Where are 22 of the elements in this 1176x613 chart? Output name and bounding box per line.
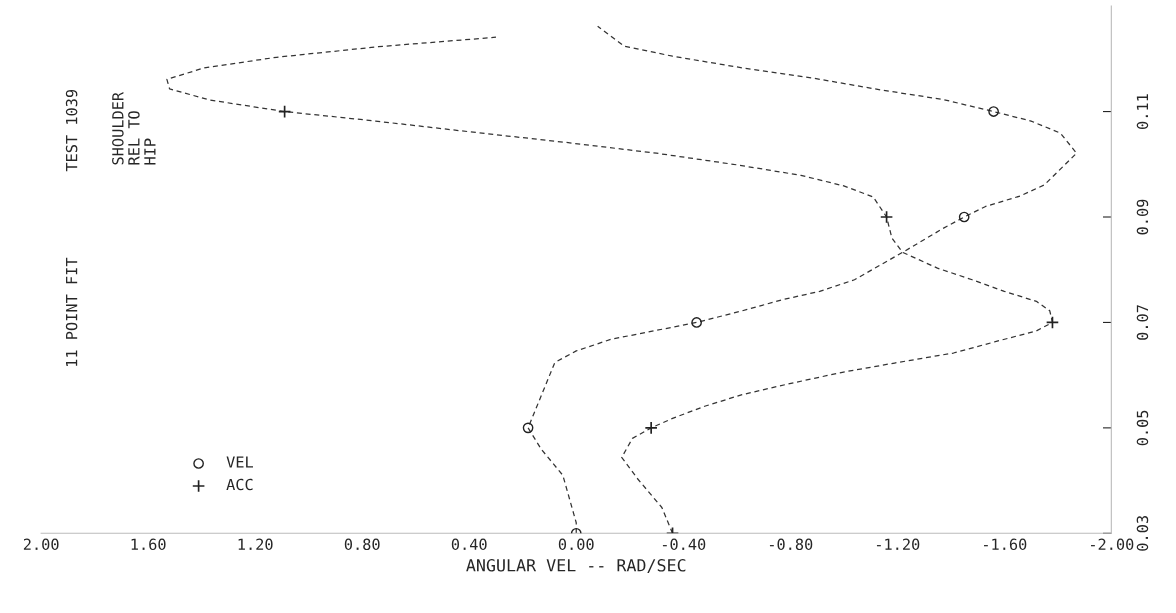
annotation: TEST 1039 <box>65 89 78 172</box>
x-tick-label: -0.40 <box>662 538 706 551</box>
x-tick-label: 1.60 <box>131 538 166 551</box>
x-axis-title: ANGULAR VEL -- RAD/SEC <box>466 558 686 573</box>
x-tick-label: -1.20 <box>876 538 920 551</box>
x-tick-label: 2.00 <box>23 538 59 551</box>
x-tick-label: 0.80 <box>344 538 380 551</box>
x-tick-label: -2.00 <box>1090 538 1134 551</box>
x-tick-label: -0.80 <box>769 538 813 551</box>
x-tick-label: 0.40 <box>451 538 487 551</box>
y-tick-label: 0.05 <box>1136 410 1149 446</box>
x-tick-label: 0.00 <box>558 538 594 551</box>
y-tick-label: 0.07 <box>1136 305 1149 340</box>
y-tick-label: 0.11 <box>1136 94 1149 129</box>
annotation: SHOULDER REL TO HIP <box>112 91 156 165</box>
y-tick-label: 0.09 <box>1136 199 1149 235</box>
x-tick-label: 1.20 <box>238 538 273 551</box>
y-tick-label: 0.03 <box>1136 516 1149 551</box>
text: 11 POINT FIT <box>65 257 78 366</box>
legend-label: ACC <box>226 478 253 491</box>
x-tick-label: -1.60 <box>983 538 1027 551</box>
legend-label: VEL <box>226 456 253 468</box>
